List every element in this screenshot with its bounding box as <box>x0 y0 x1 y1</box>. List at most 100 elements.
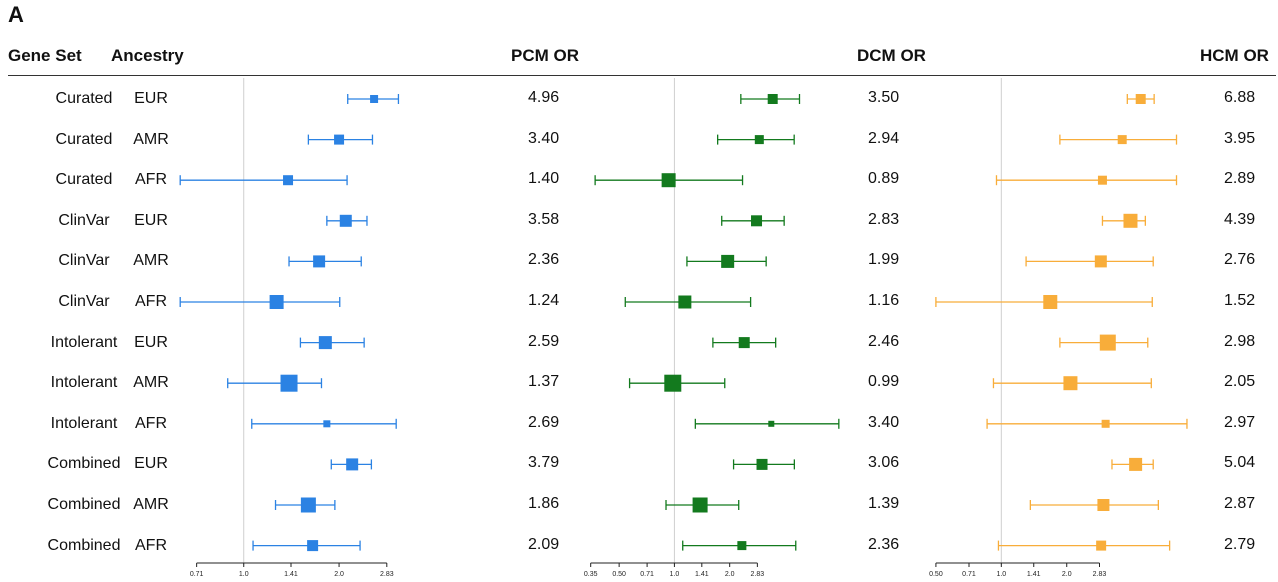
row-ancestry: AFR <box>135 536 167 554</box>
hcm-tick-label: 1.0 <box>996 571 1006 578</box>
panel-label: A <box>8 2 24 27</box>
pcm-or-value: 1.37 <box>528 373 560 391</box>
hcm-estimate-marker <box>1096 540 1107 551</box>
hcm-tick-label: 1.41 <box>1027 571 1041 578</box>
hcm-estimate-marker <box>1135 94 1146 104</box>
row-ancestry: EUR <box>134 90 168 107</box>
dcm-tick-label: 1.41 <box>695 571 709 578</box>
hcm-estimate-marker <box>1123 213 1138 228</box>
pcm-estimate-marker <box>300 497 316 513</box>
pcm-tick-label: 1.0 <box>239 571 249 578</box>
dcm-or-value: 1.16 <box>868 292 900 309</box>
row-gene-set: Intolerant <box>50 414 118 432</box>
hcm-estimate-marker <box>1101 419 1110 428</box>
hcm-estimate-marker <box>1129 457 1143 471</box>
row-gene-set: Combined <box>47 455 121 473</box>
row-ancestry: AMR <box>133 130 169 148</box>
pcm-estimate-marker <box>283 175 294 186</box>
pcm-estimate-marker <box>346 458 359 471</box>
dcm-or-value: 1.99 <box>868 251 900 269</box>
pcm-estimate-marker <box>307 540 319 552</box>
row-gene-set: Curated <box>55 90 113 107</box>
dcm-estimate-marker <box>751 215 763 227</box>
hcm-or-value: 2.79 <box>1224 535 1256 553</box>
hcm-tick-label: 2.83 <box>1093 571 1107 578</box>
row-gene-set: Combined <box>47 496 121 513</box>
pcm-or-value: 4.96 <box>528 89 560 106</box>
row-ancestry: AFR <box>135 293 167 310</box>
hcm-or-value: 2.89 <box>1224 170 1256 188</box>
dcm-tick-label: 2.0 <box>725 571 735 578</box>
hcm-tick-label: 2.0 <box>1062 571 1072 578</box>
dcm-estimate-marker <box>721 254 735 268</box>
dcm-estimate-marker <box>754 135 764 145</box>
pcm-or-value: 2.59 <box>528 332 560 350</box>
row-ancestry: AMR <box>133 252 169 270</box>
pcm-or-value: 3.40 <box>528 129 560 147</box>
dcm-estimate-marker <box>664 374 682 392</box>
dcm-or-value: 3.50 <box>868 89 900 106</box>
hcm-estimate-marker <box>1094 255 1107 268</box>
row-ancestry: AFR <box>135 414 167 432</box>
dcm-or-value: 2.46 <box>868 332 900 350</box>
dcm-estimate-marker <box>738 337 750 349</box>
dcm-estimate-marker <box>756 458 768 470</box>
pcm-estimate-marker <box>334 134 345 145</box>
hcm-tick-label: 0.71 <box>962 571 976 578</box>
pcm-or-value: 3.58 <box>528 210 560 228</box>
hcm-or-value: 2.87 <box>1224 495 1256 512</box>
header-gene-set: Gene Set <box>8 46 82 65</box>
pcm-tick-label: 2.0 <box>334 571 344 578</box>
hcm-estimate-marker <box>1099 334 1116 351</box>
pcm-or-value: 2.36 <box>528 251 560 269</box>
pcm-estimate-marker <box>323 420 331 428</box>
dcm-or-value: 2.36 <box>868 535 900 553</box>
pcm-or-value: 2.69 <box>528 413 560 431</box>
header-pcm-or: PCM OR <box>511 46 579 65</box>
pcm-or-value: 1.40 <box>528 170 560 188</box>
header-ancestry: Ancestry <box>111 46 184 65</box>
dcm-or-value: 2.94 <box>868 129 900 147</box>
dcm-tick-label: 0.50 <box>612 571 626 578</box>
hcm-or-value: 4.39 <box>1224 210 1256 228</box>
dcm-or-value: 0.99 <box>868 373 900 391</box>
hcm-or-value: 5.04 <box>1224 454 1256 472</box>
pcm-estimate-marker <box>280 374 298 392</box>
hcm-or-value: 3.95 <box>1224 129 1256 147</box>
pcm-estimate-marker <box>269 295 284 309</box>
row-gene-set: ClinVar <box>58 252 110 270</box>
pcm-tick-label: 1.41 <box>284 571 298 578</box>
row-gene-set: Combined <box>47 536 121 554</box>
hcm-estimate-marker <box>1063 376 1078 391</box>
header-dcm-or: DCM OR <box>857 46 926 65</box>
pcm-estimate-marker <box>313 255 326 268</box>
hcm-estimate-marker <box>1097 175 1107 185</box>
dcm-estimate-marker <box>692 497 708 513</box>
row-ancestry: EUR <box>134 455 168 473</box>
row-gene-set: Intolerant <box>50 374 118 392</box>
row-gene-set: ClinVar <box>58 293 110 310</box>
dcm-or-value: 2.83 <box>868 210 900 228</box>
dcm-estimate-marker <box>767 94 778 104</box>
row-ancestry: AFR <box>135 171 167 189</box>
hcm-or-value: 6.88 <box>1224 89 1256 106</box>
pcm-tick-label: 0.71 <box>190 571 204 578</box>
dcm-tick-label: 0.71 <box>640 571 654 578</box>
pcm-or-value: 3.79 <box>528 454 560 472</box>
row-gene-set: ClinVar <box>58 211 110 229</box>
pcm-estimate-marker <box>339 214 352 227</box>
pcm-tick-label: 2.83 <box>380 571 394 578</box>
pcm-estimate-marker <box>318 336 332 350</box>
dcm-or-value: 3.40 <box>868 413 900 431</box>
dcm-estimate-marker <box>737 541 747 551</box>
row-ancestry: EUR <box>134 211 168 229</box>
dcm-or-value: 1.39 <box>868 495 900 512</box>
hcm-estimate-marker <box>1097 499 1110 511</box>
dcm-tick-label: 1.0 <box>670 571 680 578</box>
hcm-or-value: 1.52 <box>1224 292 1256 309</box>
dcm-or-value: 3.06 <box>868 454 900 472</box>
header-divider <box>8 75 1276 76</box>
dcm-tick-label: 0.35 <box>584 571 598 578</box>
hcm-or-value: 2.98 <box>1224 332 1256 350</box>
